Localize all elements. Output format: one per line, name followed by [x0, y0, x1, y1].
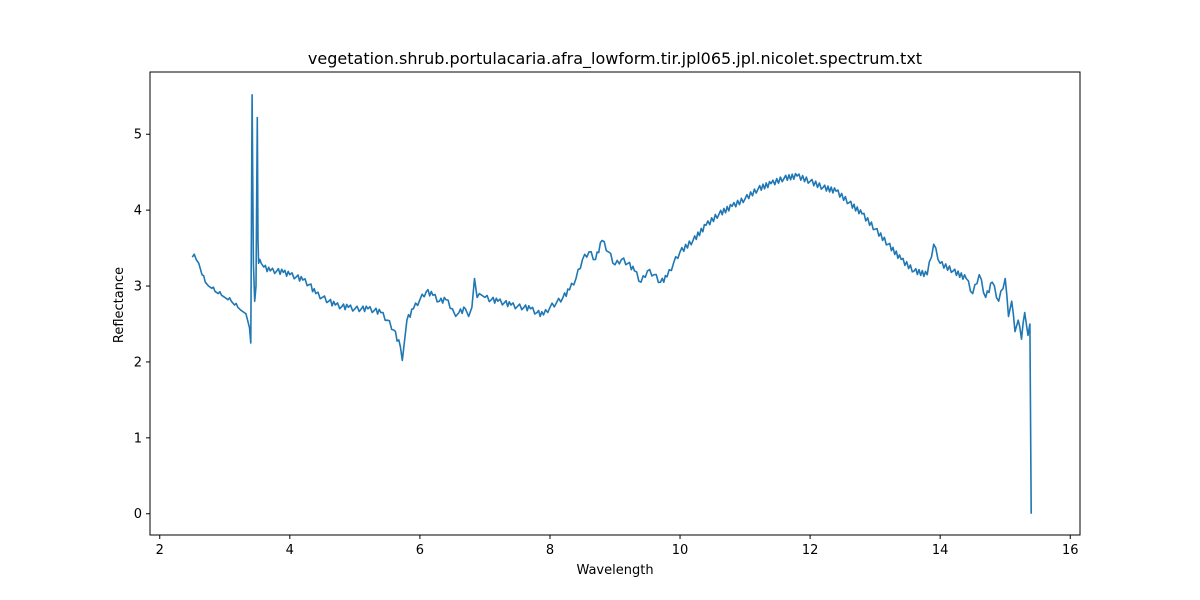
x-axis: 2 4 6 8 10 12 14 16: [156, 535, 1079, 558]
chart-title: vegetation.shrub.portulacaria.afra_lowfo…: [308, 49, 922, 69]
y-tick-label: 2: [134, 355, 142, 370]
x-tick-label: 8: [546, 543, 554, 558]
y-tick-label: 5: [134, 128, 142, 143]
y-tick-label: 4: [134, 204, 142, 219]
y-axis: 0 1 2 3 4 5: [134, 128, 150, 522]
series-line: [191, 94, 1032, 514]
y-tick-label: 3: [134, 280, 142, 295]
y-tick-label: 1: [134, 431, 142, 446]
plot-area: [149, 71, 1081, 536]
x-tick-label: 2: [156, 543, 164, 558]
x-tick-label: 12: [802, 543, 819, 558]
x-tick-label: 14: [932, 543, 949, 558]
y-axis-label: Reflectance: [112, 267, 127, 343]
x-tick-label: 16: [1062, 543, 1079, 558]
plot-frame: [149, 71, 1081, 536]
x-axis-label: Wavelength: [576, 563, 653, 578]
x-tick-label: 10: [672, 543, 689, 558]
x-tick-label: 6: [416, 543, 424, 558]
y-tick-label: 0: [134, 507, 142, 522]
x-tick-label: 4: [286, 543, 294, 558]
